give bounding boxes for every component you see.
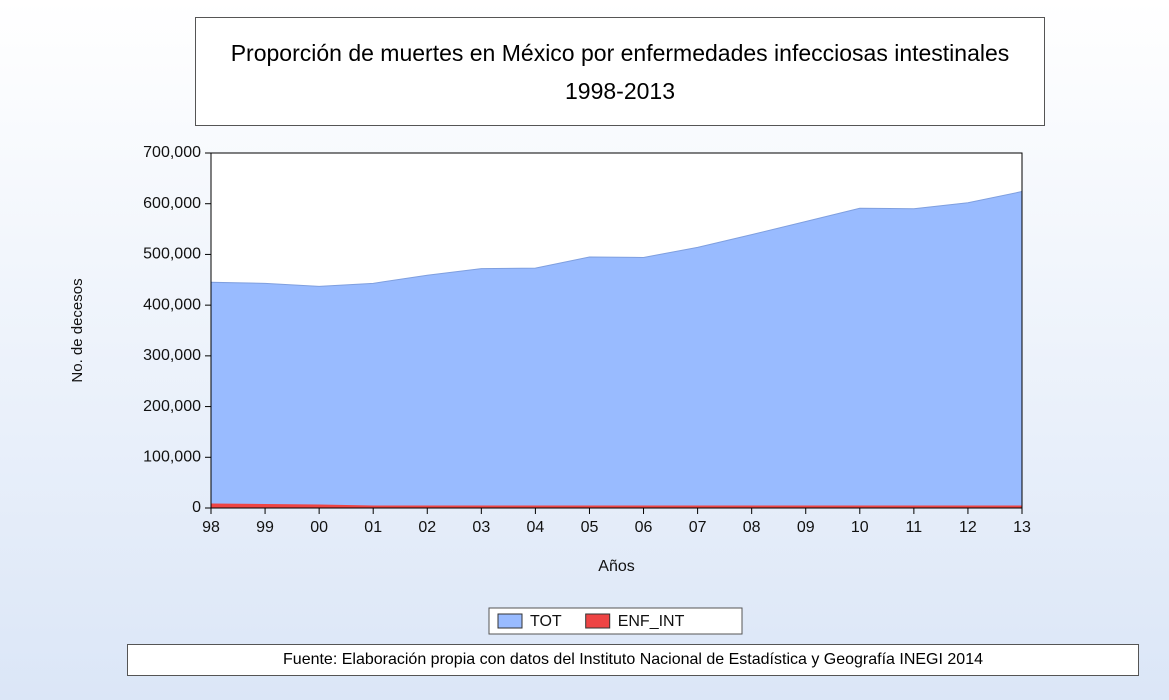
x-tick-label: 12 (959, 519, 977, 536)
y-tick-label: 300,000 (143, 347, 201, 364)
y-tick-label: 100,000 (143, 449, 201, 466)
x-tick-label: 10 (851, 519, 869, 536)
x-tick-label: 01 (364, 519, 382, 536)
x-tick-label: 07 (689, 519, 707, 536)
legend-swatch (497, 613, 523, 629)
legend-label: TOT (530, 613, 562, 630)
chart-title: Proporción de muertes en México por enfe… (195, 17, 1045, 126)
x-tick-label: 04 (527, 519, 545, 536)
y-axis-label: No. de decesos (69, 278, 86, 382)
y-tick-label: 200,000 (143, 398, 201, 415)
y-tick-label: 500,000 (143, 246, 201, 263)
x-tick-label: 00 (310, 519, 328, 536)
area (210, 190, 1023, 509)
plot-frame (210, 152, 1023, 509)
y-tick-label: 600,000 (143, 195, 201, 212)
legend-label: ENF_INT (618, 613, 685, 630)
x-tick-label: 06 (635, 519, 653, 536)
x-tick-label: 03 (472, 519, 490, 536)
x-tick-label: 13 (1013, 519, 1031, 536)
area (210, 503, 1023, 509)
x-axis-label: Años (598, 558, 634, 575)
x-tick-label: 02 (418, 519, 436, 536)
x-tick-label: 09 (797, 519, 815, 536)
source-note: Fuente: Elaboración propia con datos del… (127, 644, 1139, 676)
x-tick-label: 99 (256, 519, 274, 536)
y-tick-label: 0 (192, 499, 201, 516)
legend-swatch (585, 613, 611, 629)
y-tick-label: 400,000 (143, 296, 201, 313)
x-tick-label: 08 (743, 519, 761, 536)
x-tick-label: 11 (906, 519, 923, 536)
x-tick-label: 98 (202, 519, 220, 536)
y-tick-label: 700,000 (143, 144, 201, 161)
legend-box (488, 607, 743, 635)
x-tick-label: 05 (581, 519, 599, 536)
